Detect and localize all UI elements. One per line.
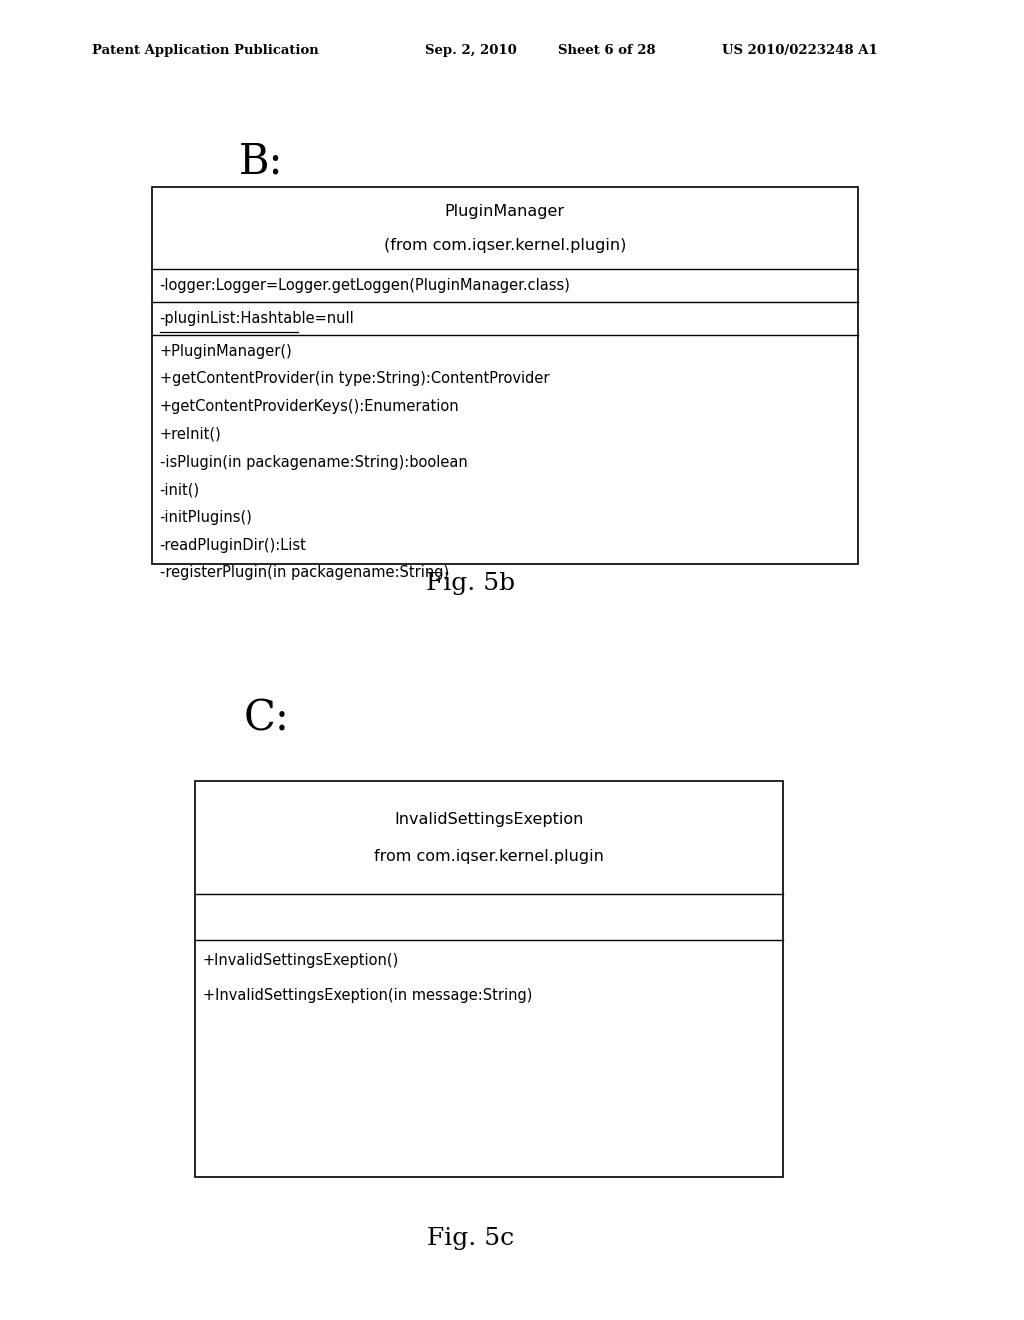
Text: Fig. 5b: Fig. 5b — [426, 572, 516, 595]
Text: -readPluginDir():List: -readPluginDir():List — [160, 537, 306, 553]
Text: PluginManager: PluginManager — [444, 203, 565, 219]
Text: -isPlugin(in packagename:String):boolean: -isPlugin(in packagename:String):boolean — [160, 454, 468, 470]
Text: B:: B: — [239, 140, 284, 182]
Text: +InvalidSettingsExeption(): +InvalidSettingsExeption() — [203, 953, 399, 969]
Text: Sep. 2, 2010: Sep. 2, 2010 — [425, 44, 517, 57]
Text: US 2010/0223248 A1: US 2010/0223248 A1 — [722, 44, 878, 57]
Text: +getContentProvider(in type:String):ContentProvider: +getContentProvider(in type:String):Cont… — [160, 371, 549, 387]
Text: from com.iqser.kernel.plugin: from com.iqser.kernel.plugin — [374, 849, 604, 863]
Text: +InvalidSettingsExeption(in message:String): +InvalidSettingsExeption(in message:Stri… — [203, 987, 532, 1003]
Text: -init(): -init() — [160, 482, 200, 498]
Text: +reInit(): +reInit() — [160, 426, 221, 442]
Text: +getContentProviderKeys():Enumeration: +getContentProviderKeys():Enumeration — [160, 399, 460, 414]
Text: -initPlugins(): -initPlugins() — [160, 510, 253, 525]
Text: -pluginList:Hashtable=null: -pluginList:Hashtable=null — [160, 312, 354, 326]
Text: +PluginManager(): +PluginManager() — [160, 343, 293, 359]
Text: C:: C: — [244, 697, 289, 739]
Text: InvalidSettingsExeption: InvalidSettingsExeption — [394, 812, 584, 826]
Text: Fig. 5c: Fig. 5c — [427, 1226, 515, 1250]
Text: Sheet 6 of 28: Sheet 6 of 28 — [558, 44, 655, 57]
Text: (from com.iqser.kernel.plugin): (from com.iqser.kernel.plugin) — [384, 238, 626, 253]
Bar — [195, 781, 783, 1177]
Text: Patent Application Publication: Patent Application Publication — [92, 44, 318, 57]
Text: -registerPlugin(in packagename:String): -registerPlugin(in packagename:String) — [160, 565, 449, 581]
Bar — [152, 187, 858, 564]
Text: -logger:Logger=Logger.getLoggen(PluginManager.class): -logger:Logger=Logger.getLoggen(PluginMa… — [160, 279, 570, 293]
